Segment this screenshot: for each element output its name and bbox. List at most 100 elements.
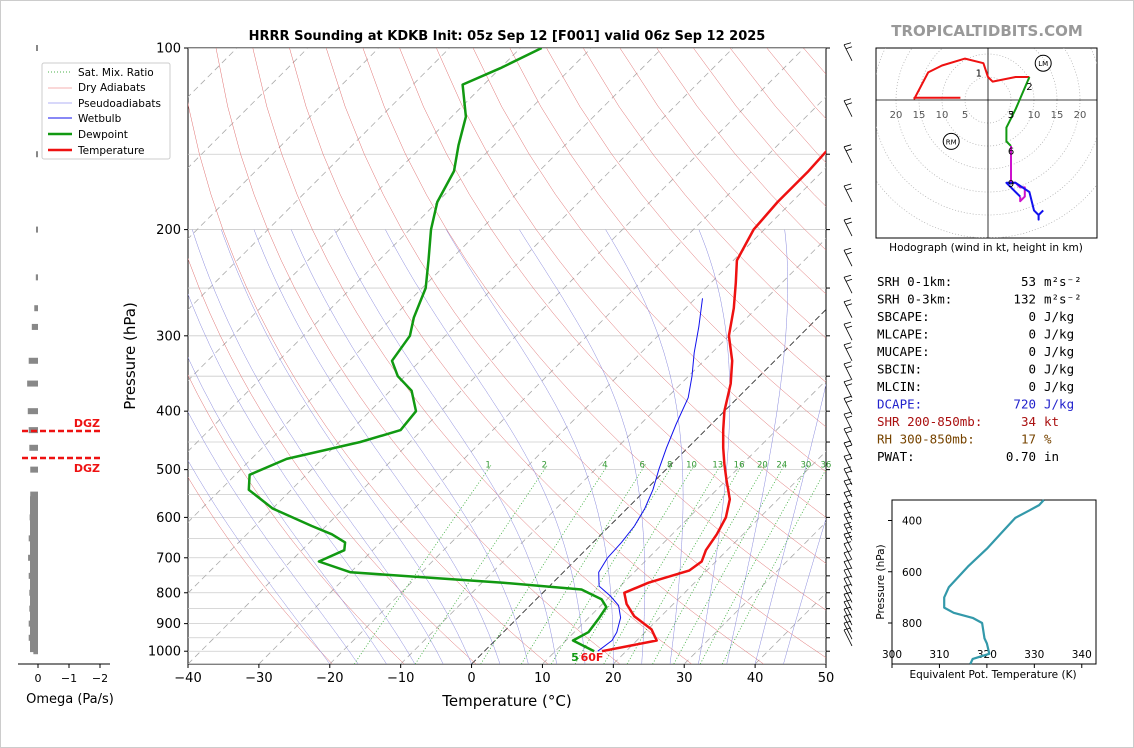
omega-bar (30, 466, 38, 473)
hodograph-height-label: 9 (1008, 179, 1014, 190)
legend-entry-temperature: Temperature (77, 145, 145, 157)
legend-entry-dewpoint: Dewpoint (78, 129, 128, 141)
omega-bar (30, 626, 38, 633)
y-tick-label: 600 (156, 511, 181, 526)
theta-e-y-tick-label: 400 (902, 516, 922, 528)
omega-bar (30, 581, 38, 588)
omega-bar (36, 226, 38, 233)
y-tick-label: 200 (156, 223, 181, 238)
stat-unit: J/kg (1044, 309, 1074, 324)
hodograph-segment (1005, 181, 1044, 221)
y-tick-label: 400 (156, 405, 181, 420)
legend: Sat. Mix. Ratio Dry Adiabats Pseudoadiab… (41, 62, 171, 160)
wind-barb (843, 622, 853, 640)
mixing-ratio-label: 6 (639, 461, 644, 471)
hodograph-caption: Hodograph (wind in kt, height in km) (889, 242, 1083, 254)
omega-bar (30, 612, 38, 619)
legend-entry-mixing-ratio: Sat. Mix. Ratio (78, 67, 154, 79)
omega-bar (30, 636, 38, 643)
x-tick-label: 50 (818, 671, 835, 686)
mixing-ratio-label: 10 (686, 461, 697, 471)
omega-bar (30, 556, 38, 563)
y-tick-label: 100 (156, 42, 181, 57)
wind-barb (843, 608, 853, 626)
omega-bar (30, 512, 38, 519)
wind-barb (843, 413, 853, 431)
stat-unit: % (1044, 432, 1052, 447)
omega-bar (30, 597, 38, 604)
storm-motion-marker (942, 132, 960, 150)
omega-bar (30, 528, 38, 535)
stat-label: SBCIN: (877, 362, 922, 377)
omega-bar (36, 151, 38, 158)
hodograph-tick-label: 15 (913, 110, 926, 121)
mixing-ratio-label: 1 (485, 461, 490, 471)
chart-title: HRRR Sounding at KDKB Init: 05z Sep 12 [… (249, 29, 766, 44)
surface-dewpoint-label: 5 (571, 651, 579, 664)
stat-label: SHR 200-850mb: (877, 414, 982, 429)
hodograph-tick-label: 10 (1028, 110, 1041, 121)
hodograph-tick-label: 15 (1051, 110, 1064, 121)
theta-e-x-axis-label: Equivalent Pot. Temperature (K) (909, 669, 1076, 681)
omega-bar (30, 547, 38, 554)
theta-e-y-tick-label: 600 (902, 567, 922, 579)
mixing-ratio-label: 16 (734, 461, 745, 471)
wind-barb (843, 524, 853, 541)
omega-bar (30, 577, 38, 584)
stat-value: 132 (1013, 292, 1036, 307)
omega-axis-label: Omega (Pa/s) (26, 692, 114, 707)
omega-bar (30, 569, 38, 576)
stat-value: 17 (1021, 432, 1036, 447)
stat-label: MUCAPE: (877, 344, 930, 359)
omega-bar (30, 629, 38, 636)
x-tick-label: 0 (467, 671, 475, 686)
series-dewpoint-line (247, 48, 608, 653)
omega-bar (30, 585, 38, 592)
omega-tick-label: −1 (61, 672, 77, 685)
surface-temperature-label: 60F (581, 651, 604, 664)
omega-bar (30, 551, 38, 558)
x-tick-label: 10 (534, 671, 551, 686)
hodograph-segment (1005, 76, 1031, 147)
wind-barb (843, 277, 853, 294)
x-tick-label: −30 (245, 671, 272, 686)
wind-barb (843, 398, 853, 415)
mixing-ratio-label: 20 (757, 461, 768, 471)
omega-bar (31, 323, 38, 330)
legend-entry-pseudoadiabats: Pseudoadiabats (78, 98, 161, 110)
stat-label: SRH 0-1km: (877, 274, 952, 289)
mixing-ratio-label: 8 (667, 461, 672, 471)
hodograph-tick-label: 5 (962, 110, 968, 121)
stat-label: SBCAPE: (877, 309, 930, 324)
stat-label: PWAT: (877, 449, 915, 464)
hodograph-tick-label: 20 (1074, 110, 1087, 121)
omega-bar (30, 496, 38, 503)
wind-barb (843, 381, 853, 398)
omega-bar (34, 305, 38, 312)
mixing-ratio-label: 30 (800, 461, 811, 471)
hodograph-height-label: 6 (1008, 147, 1014, 158)
x-tick-label: −40 (174, 671, 201, 686)
omega-bar (30, 646, 38, 653)
omega-bar (30, 605, 38, 612)
theta-e-y-tick-label: 800 (902, 618, 922, 630)
mixing-ratio-label: 13 (712, 461, 723, 471)
wind-barb (843, 456, 853, 473)
omega-bar (30, 639, 38, 646)
stat-unit: J/kg (1044, 344, 1074, 359)
series-wetbulb-line (597, 298, 703, 652)
wind-barb (843, 185, 853, 203)
wind-barb (843, 480, 853, 498)
hodograph-tick-label: 5 (1008, 110, 1014, 121)
y-tick-label: 800 (156, 586, 181, 601)
storm-motion-marker (1034, 54, 1052, 72)
stat-unit: J/kg (1044, 327, 1074, 342)
omega-bar (30, 622, 38, 629)
wind-barb (843, 428, 853, 446)
stat-unit: m²s⁻² (1044, 292, 1082, 307)
omega-bar (30, 589, 38, 596)
wind-barb (843, 569, 853, 587)
omega-bar (30, 491, 38, 498)
wind-barb (843, 578, 853, 595)
omega-tick-label: 0 (35, 672, 42, 685)
